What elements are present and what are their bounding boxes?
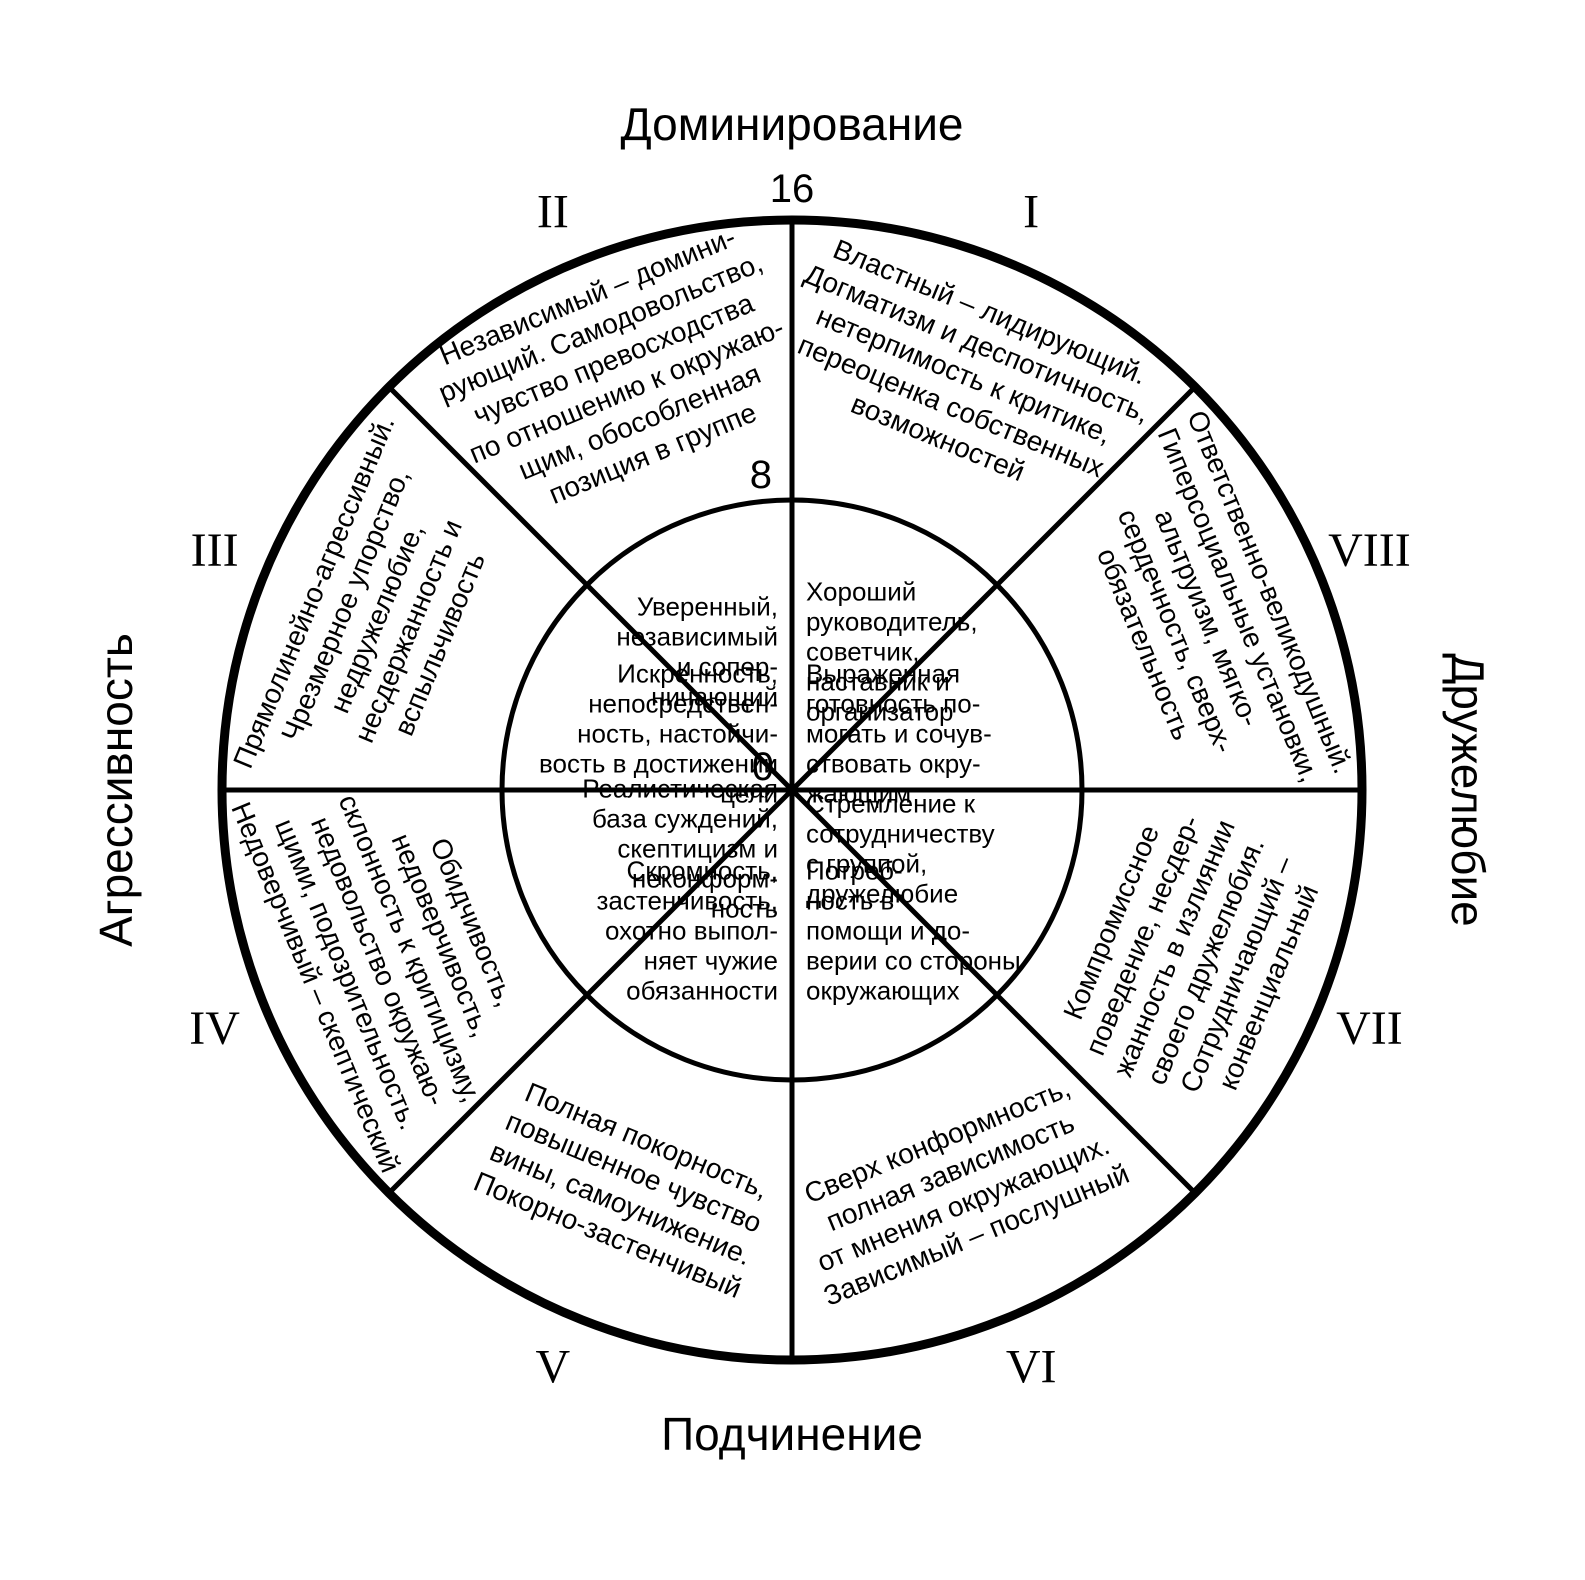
axis-label-left: Агрессивность xyxy=(90,633,142,947)
inner-sector-VII-line: дружелюбие xyxy=(806,879,958,909)
inner-sector-VII-line: сотрудничеству xyxy=(806,819,995,849)
axis-label-top: Доминирование xyxy=(620,98,963,150)
inner-sector-VIII-line: могать и сочув- xyxy=(806,718,992,748)
leary-circumplex-diagram: Доминирование Подчинение Агрессивность Друж… xyxy=(0,0,1585,1580)
roman-II: II xyxy=(537,186,569,239)
roman-VII: VII xyxy=(1336,1002,1403,1055)
roman-IV: IV xyxy=(189,1002,240,1055)
inner-sector-II-line: Уверенный, xyxy=(637,592,778,622)
inner-sector-VIII-line: готовность по- xyxy=(806,688,980,718)
inner-sector-VII-line: с группой, xyxy=(806,849,927,879)
inner-sector-III-line: ность, настойчи- xyxy=(577,718,778,748)
inner-sector-I-line: руководитель, xyxy=(806,607,978,637)
inner-sector-III-line: Искренность, xyxy=(617,658,778,688)
axis-label-bottom: Подчинение xyxy=(661,1408,923,1460)
inner-sector-III-line: непосредствен- xyxy=(588,688,778,718)
inner-sector-V-line: охотно выпол- xyxy=(605,915,778,945)
inner-sector-VIII-line: ствовать окру- xyxy=(806,748,981,778)
axis-label-right: Дружелюбие xyxy=(1442,653,1494,927)
inner-sector-IV-line: база суждений, xyxy=(592,804,778,834)
outer-sector-VI: Сверх конформность,полная зависимостьот … xyxy=(780,1064,1134,1312)
inner-sector-V: Скромность,застенчивость,охотно выпол-ня… xyxy=(596,855,778,1005)
scale-16: 16 xyxy=(770,167,815,211)
inner-sector-V-line: застенчивость, xyxy=(596,885,778,915)
roman-V: V xyxy=(535,1340,570,1393)
inner-sector-VIII-line: жающим xyxy=(806,778,911,808)
inner-sector-VI-line: верии со стороны xyxy=(806,945,1021,975)
scale-8: 8 xyxy=(750,453,772,497)
roman-VI: VI xyxy=(1006,1340,1057,1393)
inner-sector-VIII-line: Выраженная xyxy=(806,658,960,688)
inner-sector-V-line: обязанности xyxy=(626,975,778,1005)
inner-sector-IV-line: Реалистическая xyxy=(582,774,778,804)
roman-I: I xyxy=(1023,186,1039,239)
inner-sector-V-line: няет чужие xyxy=(644,945,778,975)
inner-sector-V-line: Скромность, xyxy=(627,855,778,885)
outer-sector-V: Полная покорность,повышенное чувствовины… xyxy=(469,1071,785,1304)
roman-III: III xyxy=(191,524,239,577)
inner-sector-VIII: Выраженнаяготовность по-могать и сочув-с… xyxy=(806,658,992,808)
inner-sector-II-line: независимый xyxy=(616,622,778,652)
inner-sector-VI-line: помощи и до- xyxy=(806,915,970,945)
inner-sector-I-line: Хороший xyxy=(806,577,916,607)
roman-VIII: VIII xyxy=(1328,524,1411,577)
inner-sector-VI-line: окружающих xyxy=(806,975,960,1005)
outer-sector-III: Прямолинейно-агрессивный.Чрезмерное упор… xyxy=(227,411,526,824)
